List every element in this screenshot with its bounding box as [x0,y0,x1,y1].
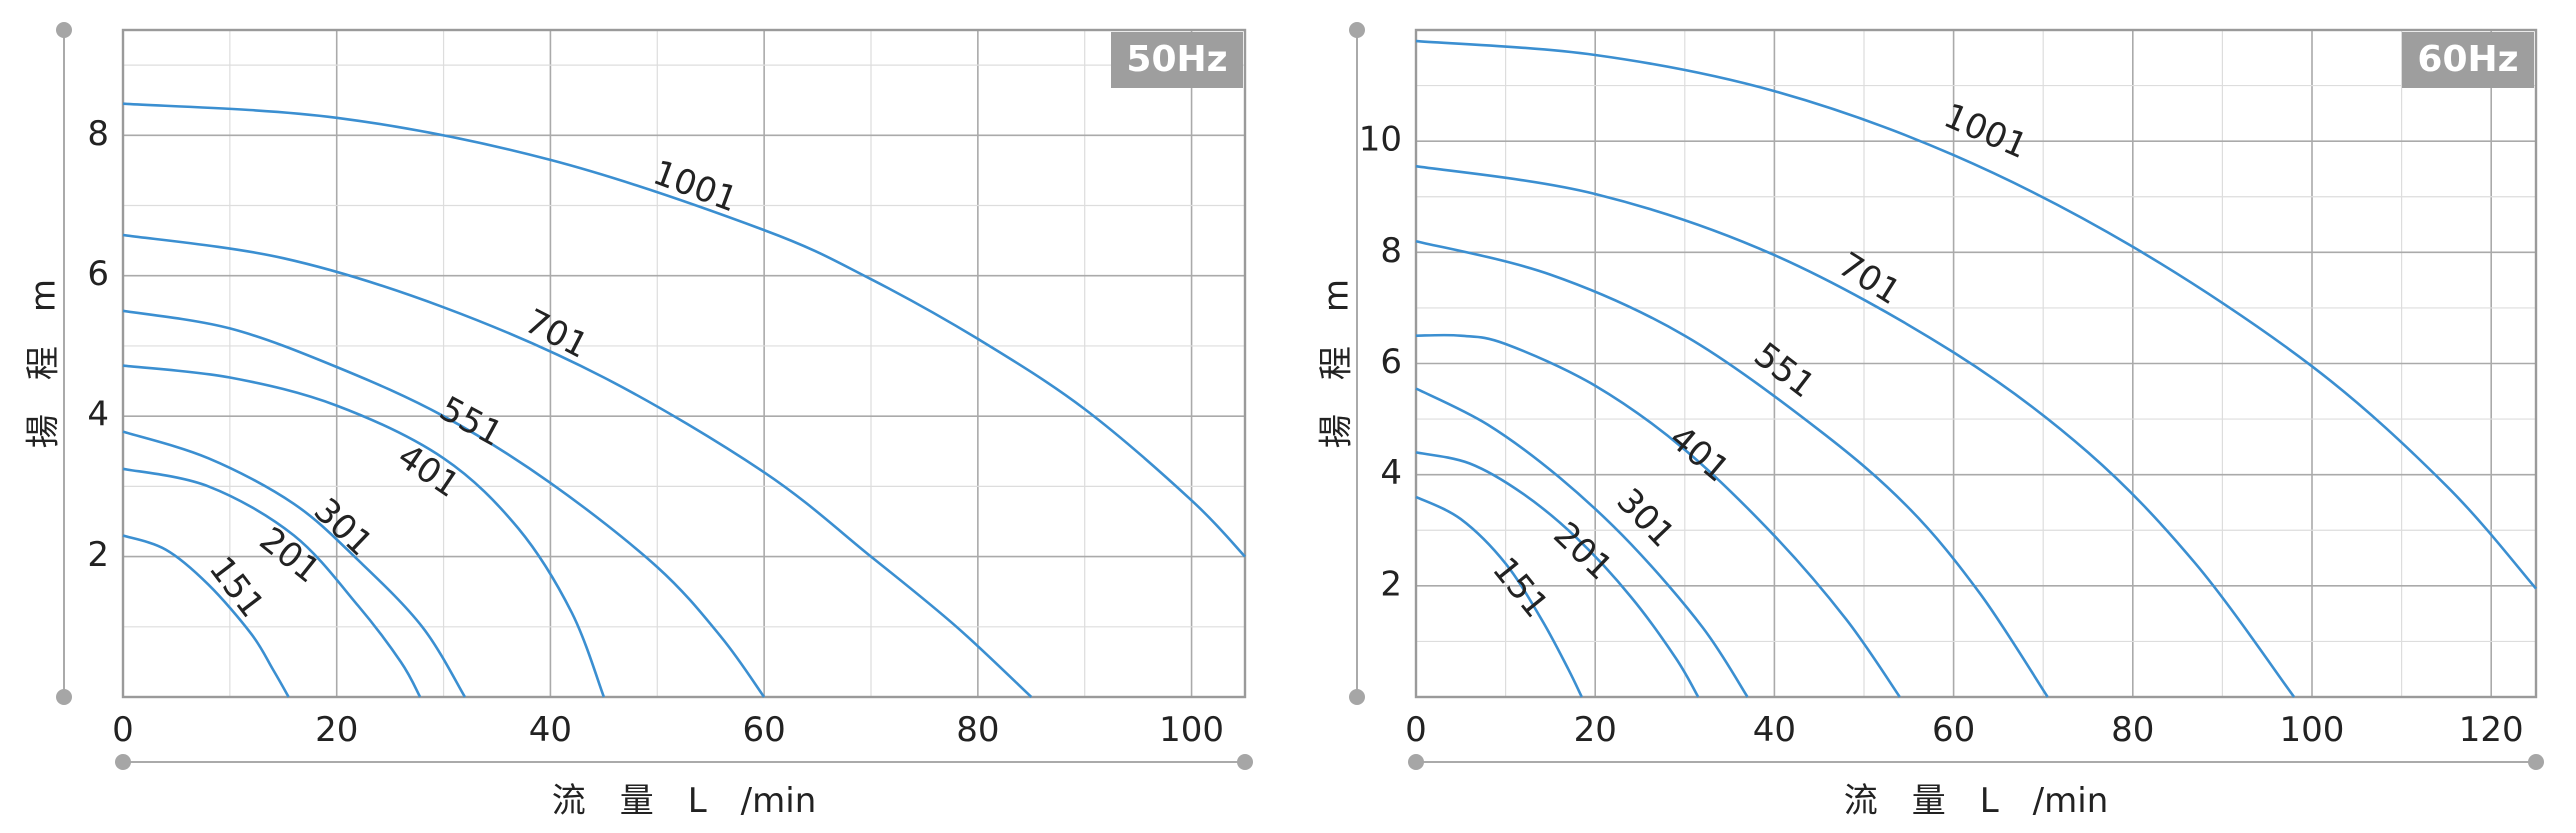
curve-label-201: 201 [1546,514,1621,588]
series-line-401 [1415,333,1901,698]
grid [123,30,1245,697]
axis-endpoint-dot [56,22,72,38]
y-tick-label: 10 [1359,120,1402,160]
plot-frame [1414,28,2538,699]
series-line-151 [122,534,290,698]
series-line-551 [1415,239,2049,698]
axis-endpoint-dot [115,754,131,770]
axis-endpoint-dot [56,689,72,705]
x-tick-label: 60 [1932,710,1975,750]
curve-label-301: 301 [1609,481,1683,556]
series-line-551 [122,309,766,698]
grid [1416,30,2536,697]
x-tick-label: 80 [2111,710,2154,750]
x-tick-label: 100 [2280,710,2345,750]
plot-frame [121,28,1247,699]
y-tick-label: 2 [87,535,109,575]
x-axis-title: 流 量 L /min [1844,781,2109,821]
x-tick-label: 120 [2459,710,2524,750]
y-axis-title: 揚 程 m [24,279,64,448]
x-tick-label: 80 [956,710,999,750]
y-tick-label: 4 [87,395,109,435]
axis-endpoint-dot [1408,754,1424,770]
x-tick-label: 40 [1753,710,1796,750]
x-tick-label: 60 [743,710,786,750]
x-tick-label: 20 [1574,710,1617,750]
frequency-badge [1111,32,1243,88]
curve-label-1001: 1001 [648,153,743,221]
curve-label-201: 201 [252,520,328,592]
chart-title: 60Hz [2417,39,2518,80]
x-tick-label: 0 [1405,710,1427,750]
series-line-201 [122,467,422,698]
y-tick-label: 2 [1380,564,1402,604]
curve-label-401: 401 [390,436,466,506]
series-line-401 [122,364,606,698]
x-tick-label: 0 [112,710,134,750]
series-line-701 [122,233,1033,698]
y-axis-title: 揚 程 m [1317,279,1357,448]
series-line-1001 [122,102,1246,558]
series-line-301 [1415,387,1749,698]
curve-label-1001: 1001 [1938,96,2033,167]
y-tick-label: 4 [1380,453,1402,493]
curve-label-151: 151 [1484,550,1556,626]
y-tick-label: 8 [87,114,109,154]
axis-endpoint-dot [1237,754,1253,770]
x-tick-label: 20 [315,710,358,750]
x-tick-label: 100 [1159,710,1224,750]
x-tick-label: 40 [529,710,572,750]
curve-label-551: 551 [433,389,509,455]
axis-endpoint-dot [1349,22,1365,38]
curve-label-551: 551 [1746,335,1822,406]
y-tick-label: 6 [87,254,109,294]
curve-label-401: 401 [1661,418,1736,490]
y-tick-label: 8 [1380,231,1402,271]
x-axis-title: 流 量 L /min [552,781,817,821]
series-line-201 [1415,451,1700,698]
axis-endpoint-dot [2528,754,2544,770]
curve-label-151: 151 [201,549,272,625]
series-line-1001 [1415,39,2537,590]
curve-label-701: 701 [518,301,594,366]
y-tick-label: 6 [1380,342,1402,382]
series-line-301 [122,430,467,698]
frequency-badge [2402,32,2534,88]
chart-title: 50Hz [1126,39,1227,80]
series-line-151 [1415,495,1583,698]
series-line-701 [1415,164,2296,698]
axis-endpoint-dot [1349,689,1365,705]
